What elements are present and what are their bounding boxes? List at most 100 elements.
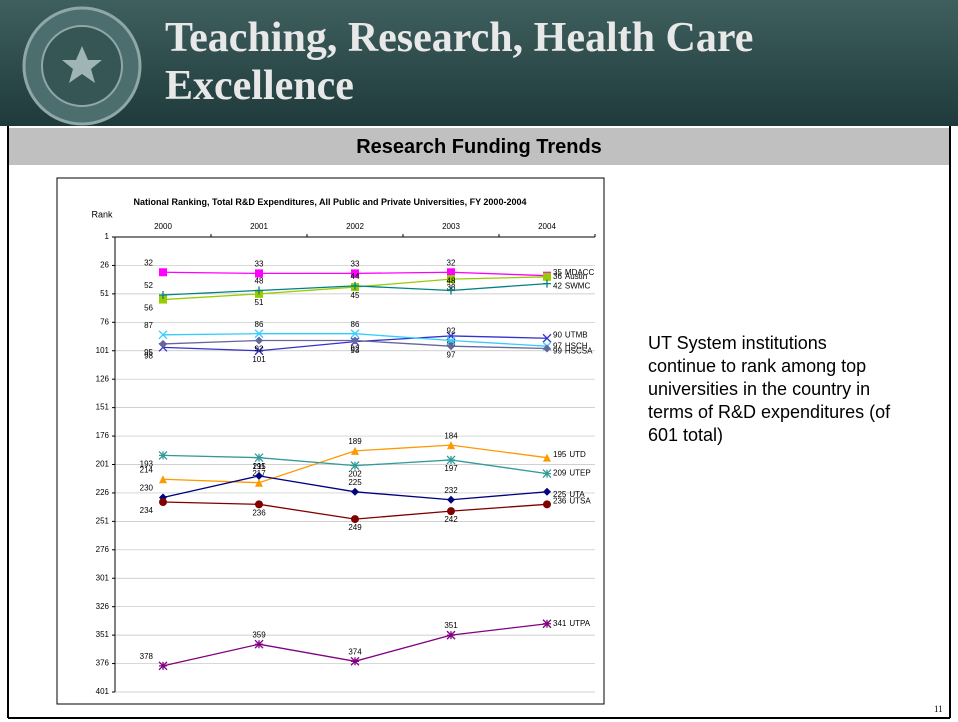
- point: [543, 500, 551, 509]
- data-label: 48: [447, 277, 456, 286]
- point: [350, 656, 360, 666]
- point: [159, 291, 167, 300]
- data-label: 193: [140, 460, 154, 469]
- point: [255, 269, 263, 278]
- data-label: 92: [255, 345, 264, 354]
- point: [255, 471, 263, 480]
- point: [254, 346, 264, 356]
- data-label: 92: [447, 327, 456, 336]
- point: [351, 269, 359, 278]
- y-tick-label: 401: [96, 687, 110, 696]
- y-tick-label: 351: [96, 630, 110, 639]
- slide-subtitle: Research Funding Trends: [356, 136, 602, 158]
- series-name: SWMC: [565, 282, 591, 291]
- data-label: 341: [553, 619, 567, 628]
- data-label: 214: [140, 465, 154, 474]
- y-tick-label: 326: [96, 602, 110, 611]
- series-name: UTMB: [565, 330, 588, 339]
- slide-title: Teaching, Research, Health Care Excellen…: [165, 15, 754, 109]
- point: [542, 469, 552, 479]
- data-label: 197: [444, 464, 458, 473]
- data-label: 56: [144, 304, 153, 313]
- data-label: 232: [444, 486, 458, 495]
- page-number: 11: [934, 704, 943, 714]
- y-tick-label: 301: [96, 573, 110, 582]
- point: [447, 275, 455, 284]
- y-tick-label: 176: [96, 431, 110, 440]
- series-name: HSCSA: [565, 347, 593, 356]
- y-tick-label: 251: [96, 516, 110, 525]
- data-label: 234: [140, 506, 154, 515]
- point: [254, 639, 264, 649]
- y-tick-label: 1: [105, 232, 110, 241]
- data-label: 92: [351, 345, 360, 354]
- data-label: 101: [252, 355, 266, 364]
- series-name: UTD: [569, 450, 586, 459]
- point: [158, 661, 168, 671]
- y-axis-label: Rank: [91, 209, 113, 219]
- data-label: 33: [351, 260, 360, 269]
- point: [158, 450, 168, 460]
- data-label: 32: [447, 258, 456, 267]
- point: [159, 339, 167, 348]
- data-label: 45: [351, 291, 360, 300]
- note: UT System institutions continue to rank …: [648, 333, 891, 445]
- point: [446, 455, 456, 465]
- data-label: 44: [351, 272, 360, 281]
- data-label: 225: [553, 490, 567, 499]
- point: [255, 336, 263, 345]
- point: [255, 286, 263, 295]
- data-label: 42: [553, 282, 562, 291]
- data-label: 35: [553, 268, 562, 277]
- data-label: 374: [348, 647, 362, 656]
- data-label: 195: [252, 462, 266, 471]
- y-tick-label: 51: [100, 289, 109, 298]
- x-tick-label: 2001: [250, 222, 268, 231]
- data-label: 52: [144, 281, 153, 290]
- series-name: MDACC: [565, 268, 595, 277]
- y-tick-label: 376: [96, 659, 110, 668]
- chart-frame: [56, 177, 605, 705]
- point: [351, 487, 359, 496]
- header-band: [0, 0, 958, 126]
- point: [159, 475, 167, 484]
- point: [542, 619, 552, 629]
- point: [255, 478, 263, 487]
- point: [159, 295, 167, 304]
- x-tick-label: 2002: [346, 222, 364, 231]
- point: [446, 630, 456, 640]
- point: [351, 336, 359, 345]
- point: [254, 329, 264, 339]
- data-label: 211: [253, 462, 266, 471]
- point: [350, 329, 360, 339]
- point: [446, 336, 456, 345]
- point: [543, 272, 551, 281]
- series-name: HSCH: [565, 341, 588, 350]
- subtitle-band: [8, 128, 950, 165]
- data-label: 184: [444, 431, 458, 440]
- y-tick-label: 101: [96, 346, 110, 355]
- point: [447, 441, 455, 450]
- data-label: 195: [553, 450, 567, 459]
- point: [447, 268, 455, 277]
- data-label: 202: [348, 470, 362, 479]
- point: [543, 453, 551, 462]
- series-name: Austin: [565, 272, 587, 281]
- data-label: 87: [144, 321, 153, 330]
- data-label: 32: [144, 258, 153, 267]
- point: [543, 487, 551, 496]
- y-tick-label: 76: [100, 317, 109, 326]
- chart-title: National Ranking, Total R&D Expenditures…: [133, 197, 527, 207]
- point: [351, 281, 359, 290]
- data-label: 95: [144, 348, 153, 357]
- data-label: 33: [255, 260, 264, 269]
- point: [159, 498, 167, 507]
- data-label: 359: [252, 630, 266, 639]
- data-label: 351: [444, 621, 458, 630]
- data-label: 189: [348, 437, 362, 446]
- data-label: 98: [144, 351, 153, 360]
- y-tick-label: 201: [96, 460, 110, 469]
- data-label: 209: [553, 469, 567, 478]
